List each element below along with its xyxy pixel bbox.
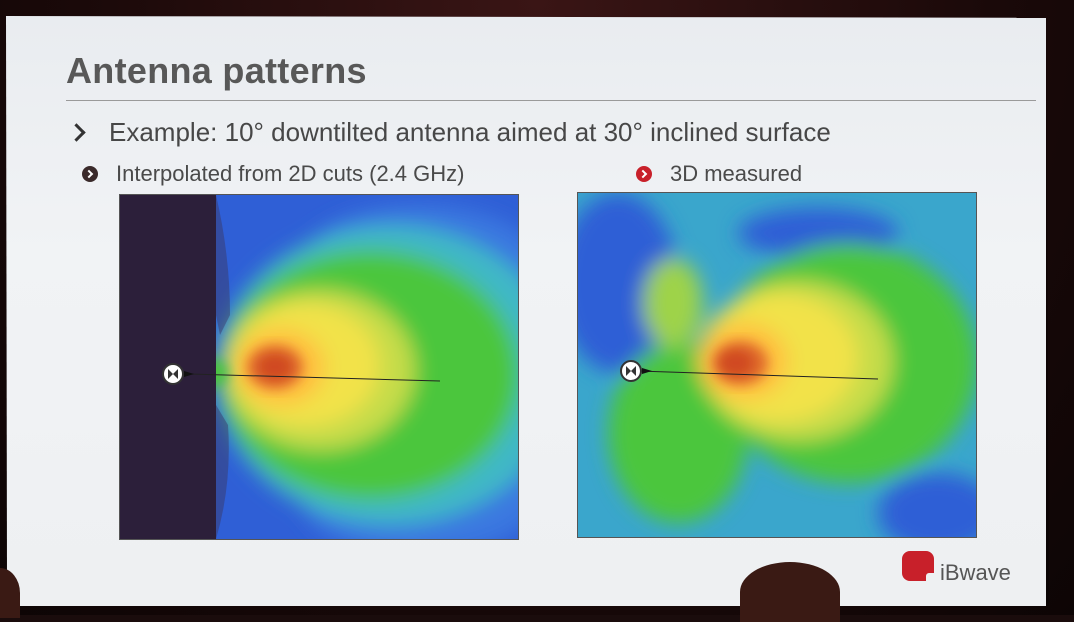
bullet-dot-icon — [82, 166, 98, 182]
ibwave-logo-text: iBwave — [940, 560, 1011, 585]
audience-head — [740, 562, 840, 622]
chevron-right-icon — [67, 123, 86, 142]
ibwave-logo-mark — [902, 551, 938, 585]
audience-head — [0, 568, 20, 618]
antenna-direction-icon — [184, 371, 194, 377]
measured-pattern-heatmap — [577, 192, 977, 538]
projected-slide: Antenna patterns Example: 10° downtilted… — [6, 16, 1046, 606]
main-bullet: Example: 10° downtilted antenna aimed at… — [66, 117, 831, 148]
left-caption-text: Interpolated from 2D cuts (2.4 GHz) — [116, 161, 465, 186]
antenna-direction-icon — [642, 368, 652, 374]
measured-pattern-image — [578, 193, 976, 537]
title-divider — [66, 100, 1036, 101]
bullet-dot-icon — [636, 166, 652, 182]
interpolated-pattern-heatmap — [119, 194, 519, 540]
left-caption: Interpolated from 2D cuts (2.4 GHz) — [82, 161, 464, 187]
slide-title: Antenna patterns — [66, 50, 367, 91]
ibwave-logo: iBwave — [902, 546, 1011, 586]
antenna-marker-icon — [620, 360, 642, 382]
right-caption-text: 3D measured — [670, 161, 803, 186]
right-caption: 3D measured — [636, 161, 802, 187]
interpolated-pattern-image — [120, 195, 518, 539]
antenna-marker-icon — [162, 363, 184, 385]
main-bullet-text: Example: 10° downtilted antenna aimed at… — [109, 117, 831, 147]
